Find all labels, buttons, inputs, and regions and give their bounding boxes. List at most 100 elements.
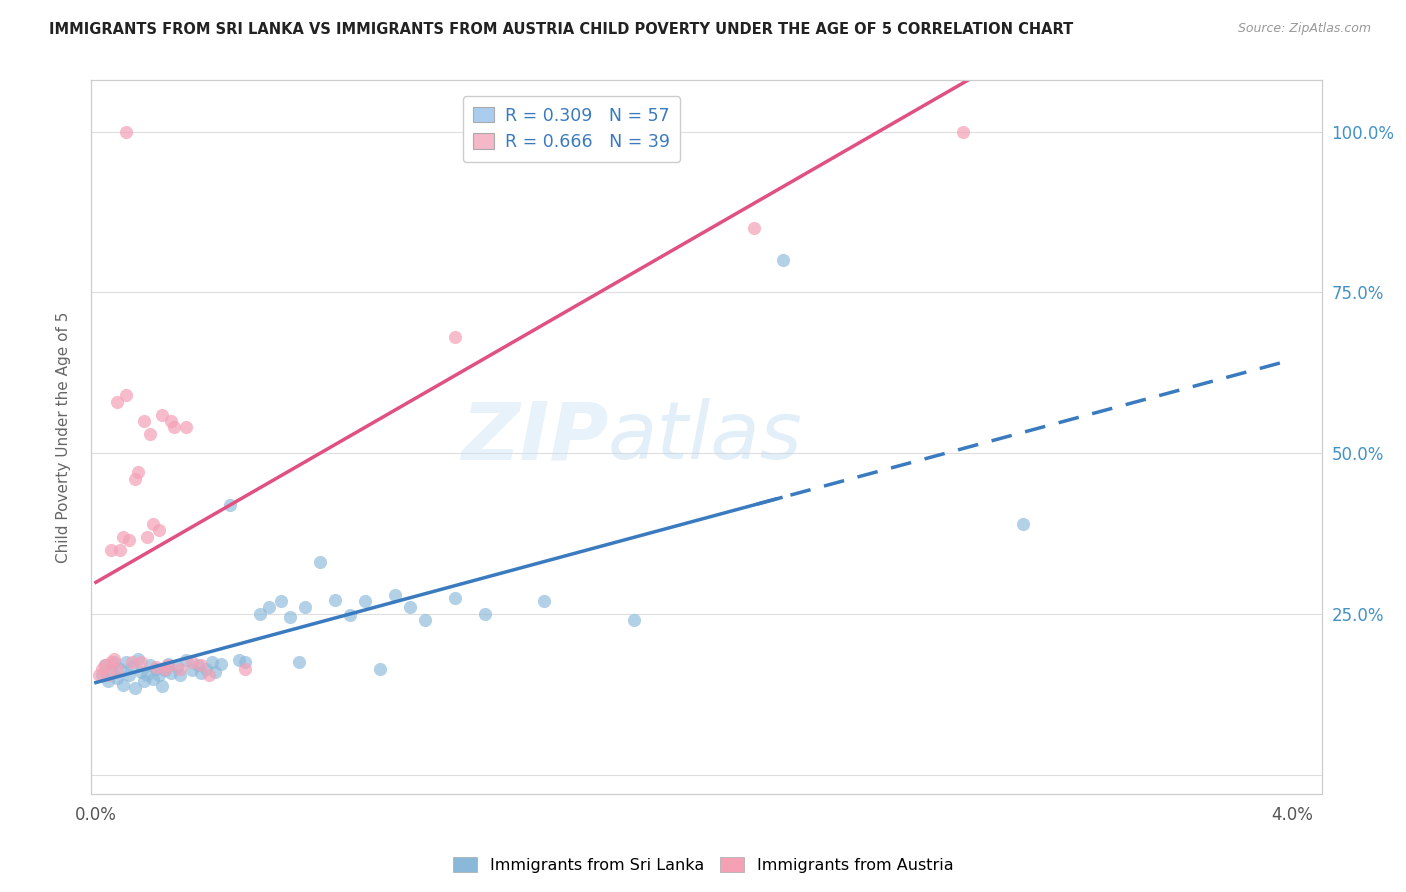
Point [166,659,188,673]
Point [118,668,141,682]
Point [159,414,181,428]
Point [952,125,974,139]
Point [150,679,173,693]
Point [94,658,117,673]
Point [129,665,152,679]
Point [90,668,112,682]
Point [1011,516,1033,531]
Point [114,125,136,139]
Point [288,655,311,669]
Point [186,658,208,673]
Point [259,600,281,615]
Point [135,668,157,682]
Point [180,655,202,669]
Point [474,607,496,621]
Point [148,524,170,538]
Point [127,652,149,666]
Point [323,592,346,607]
Point [124,472,146,486]
Point [198,668,221,682]
Point [121,659,143,673]
Point [278,610,301,624]
Point [219,498,242,512]
Point [153,664,176,678]
Point [132,414,155,428]
Text: Source: ZipAtlas.com: Source: ZipAtlas.com [1237,22,1371,36]
Point [100,655,122,669]
Point [742,221,765,235]
Point [103,652,125,666]
Point [174,653,197,667]
Point [195,661,218,675]
Point [108,661,131,675]
Point [150,408,173,422]
Point [190,666,212,681]
Point [294,600,316,615]
Point [228,653,250,667]
Point [180,664,202,678]
Point [90,661,112,675]
Point [533,125,555,139]
Text: ZIP: ZIP [461,398,607,476]
Point [121,655,143,669]
Point [169,661,191,675]
Point [153,661,176,675]
Legend: R = 0.309   N = 57, R = 0.666   N = 39: R = 0.309 N = 57, R = 0.666 N = 39 [463,96,681,161]
Point [623,613,645,627]
Point [156,657,179,671]
Point [94,658,117,673]
Point [114,655,136,669]
Point [398,600,420,615]
Point [105,394,128,409]
Point [384,588,406,602]
Point [148,668,170,682]
Point [100,542,122,557]
Point [100,665,122,679]
Point [235,661,257,675]
Point [235,655,257,669]
Point [142,673,165,687]
Point [138,658,160,673]
Point [145,659,167,673]
Point [103,655,125,669]
Legend: Immigrants from Sri Lanka, Immigrants from Austria: Immigrants from Sri Lanka, Immigrants fr… [447,851,959,880]
Point [159,666,181,681]
Point [309,556,332,570]
Point [443,591,465,605]
Point [108,542,131,557]
Point [339,608,361,623]
Point [127,466,149,480]
Point [772,253,794,268]
Point [368,661,391,675]
Point [204,665,226,679]
Point [138,426,160,441]
Point [142,516,165,531]
Point [145,661,167,675]
Point [87,668,110,682]
Point [156,658,179,673]
Point [105,661,128,675]
Point [209,657,232,671]
Point [114,388,136,402]
Point [190,658,212,673]
Point [97,674,120,689]
Point [111,677,134,691]
Point [129,655,152,669]
Point [111,530,134,544]
Point [135,530,157,544]
Text: IMMIGRANTS FROM SRI LANKA VS IMMIGRANTS FROM AUSTRIA CHILD POVERTY UNDER THE AGE: IMMIGRANTS FROM SRI LANKA VS IMMIGRANTS … [49,22,1073,37]
Point [443,330,465,344]
Point [105,671,128,685]
Point [124,681,146,695]
Point [270,594,292,608]
Text: atlas: atlas [607,398,803,476]
Point [162,420,184,434]
Point [169,668,191,682]
Y-axis label: Child Poverty Under the Age of 5: Child Poverty Under the Age of 5 [56,311,70,563]
Point [201,655,224,669]
Point [413,613,436,627]
Point [132,674,155,689]
Point [118,533,141,547]
Point [249,607,271,621]
Point [533,594,555,608]
